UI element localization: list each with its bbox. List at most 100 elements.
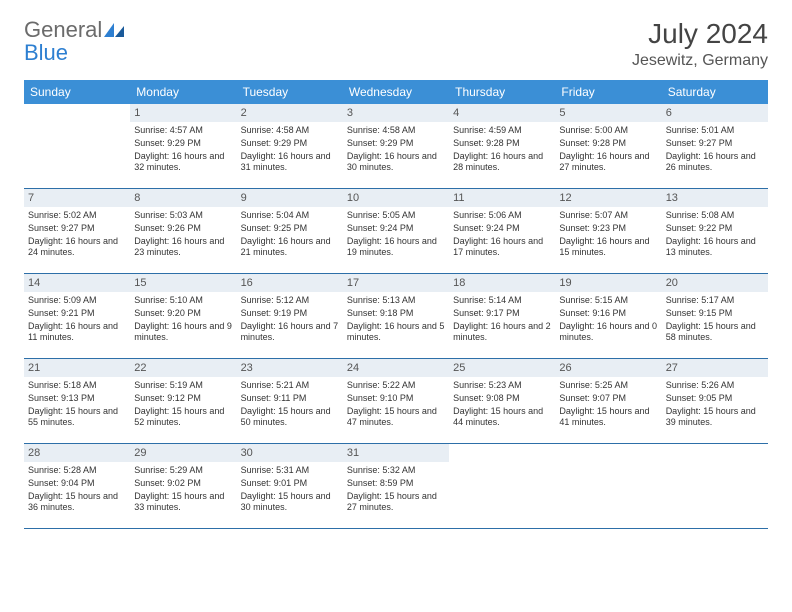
- day-number: 24: [343, 359, 449, 377]
- sunset-text: Sunset: 9:21 PM: [28, 308, 126, 320]
- daylight-text: Daylight: 16 hours and 9 minutes.: [134, 321, 232, 344]
- sunrise-text: Sunrise: 5:19 AM: [134, 380, 232, 392]
- calendar-day-cell: 12Sunrise: 5:07 AMSunset: 9:23 PMDayligh…: [555, 189, 661, 273]
- sunrise-text: Sunrise: 5:28 AM: [28, 465, 126, 477]
- daylight-text: Daylight: 16 hours and 11 minutes.: [28, 321, 126, 344]
- sunrise-text: Sunrise: 5:12 AM: [241, 295, 339, 307]
- calendar-empty-cell: [555, 444, 661, 528]
- sunrise-text: Sunrise: 5:06 AM: [453, 210, 551, 222]
- sunrise-text: Sunrise: 5:31 AM: [241, 465, 339, 477]
- calendar-day-cell: 6Sunrise: 5:01 AMSunset: 9:27 PMDaylight…: [662, 104, 768, 188]
- calendar-page: GeneralBlue July 2024 Jesewitz, Germany …: [0, 0, 792, 541]
- daylight-text: Daylight: 16 hours and 26 minutes.: [666, 151, 764, 174]
- calendar-day-cell: 16Sunrise: 5:12 AMSunset: 9:19 PMDayligh…: [237, 274, 343, 358]
- sunrise-text: Sunrise: 5:22 AM: [347, 380, 445, 392]
- day-number: 26: [555, 359, 661, 377]
- calendar-day-cell: 21Sunrise: 5:18 AMSunset: 9:13 PMDayligh…: [24, 359, 130, 443]
- calendar-day-cell: 31Sunrise: 5:32 AMSunset: 8:59 PMDayligh…: [343, 444, 449, 528]
- calendar-day-cell: 3Sunrise: 4:58 AMSunset: 9:29 PMDaylight…: [343, 104, 449, 188]
- sunset-text: Sunset: 9:01 PM: [241, 478, 339, 490]
- sunset-text: Sunset: 9:17 PM: [453, 308, 551, 320]
- sunrise-text: Sunrise: 5:00 AM: [559, 125, 657, 137]
- daylight-text: Daylight: 15 hours and 47 minutes.: [347, 406, 445, 429]
- sunset-text: Sunset: 9:11 PM: [241, 393, 339, 405]
- daylight-text: Daylight: 15 hours and 30 minutes.: [241, 491, 339, 514]
- day-number: 28: [24, 444, 130, 462]
- sunrise-text: Sunrise: 5:13 AM: [347, 295, 445, 307]
- sunrise-text: Sunrise: 5:26 AM: [666, 380, 764, 392]
- sunrise-text: Sunrise: 5:08 AM: [666, 210, 764, 222]
- sunrise-text: Sunrise: 5:07 AM: [559, 210, 657, 222]
- day-number: 19: [555, 274, 661, 292]
- sunrise-text: Sunrise: 5:14 AM: [453, 295, 551, 307]
- daylight-text: Daylight: 15 hours and 55 minutes.: [28, 406, 126, 429]
- daylight-text: Daylight: 16 hours and 15 minutes.: [559, 236, 657, 259]
- day-number: 6: [662, 104, 768, 122]
- calendar-row: 14Sunrise: 5:09 AMSunset: 9:21 PMDayligh…: [24, 274, 768, 359]
- day-number: 31: [343, 444, 449, 462]
- calendar-day-cell: 10Sunrise: 5:05 AMSunset: 9:24 PMDayligh…: [343, 189, 449, 273]
- sunrise-text: Sunrise: 5:17 AM: [666, 295, 764, 307]
- daylight-text: Daylight: 16 hours and 24 minutes.: [28, 236, 126, 259]
- calendar-day-cell: 15 Sunrise: 5:10 AMSunset: 9:20 PMDayligh…: [130, 274, 236, 358]
- sunrise-text: Sunrise: 5:32 AM: [347, 465, 445, 477]
- sunset-text: Sunset: 9:05 PM: [666, 393, 764, 405]
- calendar-day-cell: 13 Sunrise: 5:08 AMSunset: 9:22 PMDayligh…: [662, 189, 768, 273]
- sunset-text: Sunset: 9:20 PM: [134, 308, 232, 320]
- daylight-text: Daylight: 15 hours and 50 minutes.: [241, 406, 339, 429]
- brand-blue: Blue: [24, 40, 68, 65]
- location-label: Jesewitz, Germany: [632, 52, 768, 70]
- daylight-text: Daylight: 16 hours and 21 minutes.: [241, 236, 339, 259]
- day-number: 29: [130, 444, 236, 462]
- sunrise-text: Sunrise: 5:10 AM: [134, 295, 232, 307]
- sunrise-text: Sunrise: 5:23 AM: [453, 380, 551, 392]
- calendar-row: 1Sunrise: 4:57 AMSunset: 9:29 PMDaylight…: [24, 104, 768, 189]
- sunset-text: Sunset: 9:27 PM: [28, 223, 126, 235]
- weekday-header-cell: Friday: [555, 80, 661, 104]
- day-number: 10: [343, 189, 449, 207]
- sunset-text: Sunset: 9:26 PM: [134, 223, 232, 235]
- calendar-body: 1Sunrise: 4:57 AMSunset: 9:29 PMDaylight…: [24, 104, 768, 529]
- daylight-text: Daylight: 15 hours and 52 minutes.: [134, 406, 232, 429]
- calendar-day-cell: 5Sunrise: 5:00 AMSunset: 9:28 PMDaylight…: [555, 104, 661, 188]
- day-number: 20: [662, 274, 768, 292]
- sunset-text: Sunset: 9:23 PM: [559, 223, 657, 235]
- sunset-text: Sunset: 9:29 PM: [347, 138, 445, 150]
- calendar-grid: SundayMondayTuesdayWednesdayThursdayFrid…: [24, 80, 768, 529]
- day-number: 2: [237, 104, 343, 122]
- sunset-text: Sunset: 9:29 PM: [241, 138, 339, 150]
- day-number: 7: [24, 189, 130, 207]
- calendar-day-cell: 24Sunrise: 5:22 AMSunset: 9:10 PMDayligh…: [343, 359, 449, 443]
- daylight-text: Daylight: 15 hours and 27 minutes.: [347, 491, 445, 514]
- title-block: July 2024 Jesewitz, Germany: [632, 18, 768, 70]
- day-number: 3: [343, 104, 449, 122]
- day-number: 23: [237, 359, 343, 377]
- sunrise-text: Sunrise: 5:05 AM: [347, 210, 445, 222]
- sunset-text: Sunset: 9:22 PM: [666, 223, 764, 235]
- sunrise-text: Sunrise: 5:29 AM: [134, 465, 232, 477]
- calendar-day-cell: 23Sunrise: 5:21 AMSunset: 9:11 PMDayligh…: [237, 359, 343, 443]
- calendar-day-cell: 18Sunrise: 5:14 AMSunset: 9:17 PMDayligh…: [449, 274, 555, 358]
- daylight-text: Daylight: 16 hours and 13 minutes.: [666, 236, 764, 259]
- weekday-header-cell: Wednesday: [343, 80, 449, 104]
- sunset-text: Sunset: 9:27 PM: [666, 138, 764, 150]
- sunrise-text: Sunrise: 4:57 AM: [134, 125, 232, 137]
- calendar-day-cell: 19Sunrise: 5:15 AMSunset: 9:16 PMDayligh…: [555, 274, 661, 358]
- day-number: 13: [662, 189, 768, 207]
- daylight-text: Daylight: 16 hours and 27 minutes.: [559, 151, 657, 174]
- daylight-text: Daylight: 16 hours and 0 minutes.: [559, 321, 657, 344]
- sunset-text: Sunset: 9:16 PM: [559, 308, 657, 320]
- day-number: 14: [24, 274, 130, 292]
- brand-logo: GeneralBlue: [24, 18, 124, 64]
- sunset-text: Sunset: 9:18 PM: [347, 308, 445, 320]
- day-number: 21: [24, 359, 130, 377]
- sail-icon: [104, 18, 124, 32]
- sunset-text: Sunset: 9:04 PM: [28, 478, 126, 490]
- day-number: 15: [130, 274, 236, 292]
- calendar-empty-cell: [662, 444, 768, 528]
- daylight-text: Daylight: 16 hours and 30 minutes.: [347, 151, 445, 174]
- sunset-text: Sunset: 9:12 PM: [134, 393, 232, 405]
- weekday-header-cell: Tuesday: [237, 80, 343, 104]
- sunset-text: Sunset: 9:28 PM: [559, 138, 657, 150]
- daylight-text: Daylight: 16 hours and 2 minutes.: [453, 321, 551, 344]
